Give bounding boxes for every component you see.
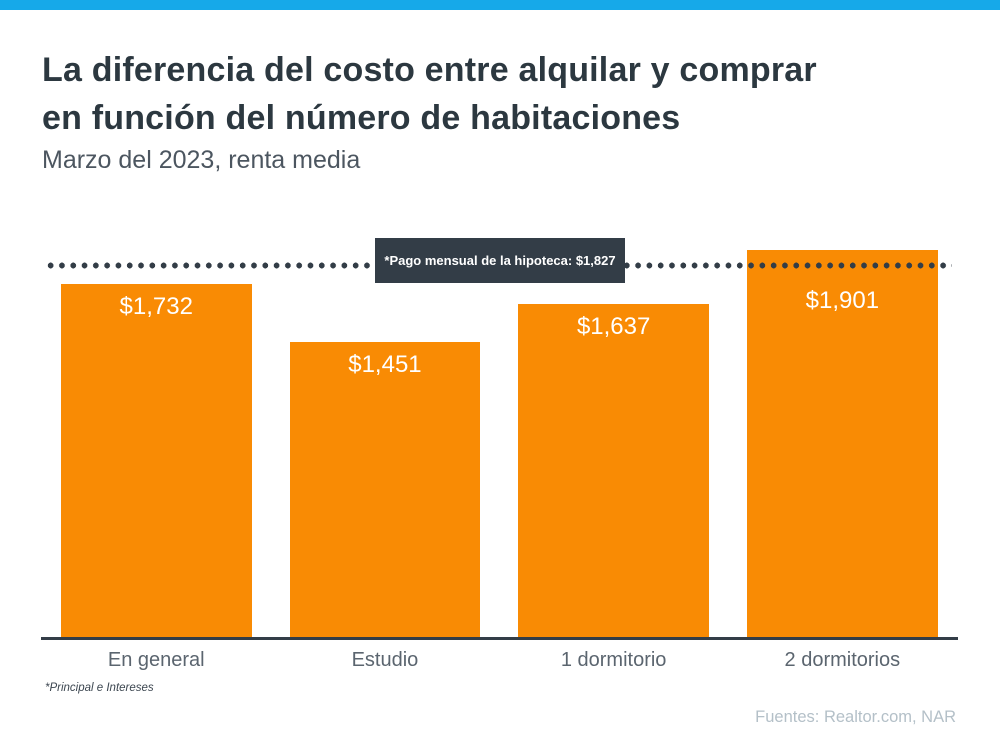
bar-value-label: $1,732: [119, 293, 193, 321]
x-axis-label: Estudio: [351, 649, 419, 671]
x-axis-label: 2 dormitorios: [784, 649, 901, 671]
bar-value-label: $1,637: [576, 312, 651, 340]
bar: $1,901: [747, 249, 938, 637]
bar-value-label: $1,901: [805, 286, 880, 314]
bar: $1,451: [289, 341, 481, 637]
page-subtitle: Marzo del 2023, renta media: [42, 146, 361, 174]
x-axis-label: 1 dormitorio: [560, 649, 667, 671]
page-title: La diferencia del costo entre alquilar y…: [42, 46, 972, 142]
footnote: *Principal e Intereses: [45, 682, 154, 694]
source-attribution: Fuentes: Realtor.com, NAR: [755, 708, 956, 726]
bar: $1,732: [61, 284, 252, 637]
mortgage-reference-label: *Pago mensual de la hipoteca: $1,827: [375, 238, 625, 283]
page-title-line-1: La diferencia del costo entre alquilar y…: [42, 51, 817, 89]
bar: $1,637: [518, 303, 709, 637]
top-accent-bar: [0, 0, 1000, 10]
page-title-line-2: en función del número de habitaciones: [42, 99, 681, 137]
x-axis-label: En general: [107, 649, 205, 671]
x-axis-baseline: [41, 637, 958, 640]
bar-value-label: $1,451: [348, 350, 422, 378]
